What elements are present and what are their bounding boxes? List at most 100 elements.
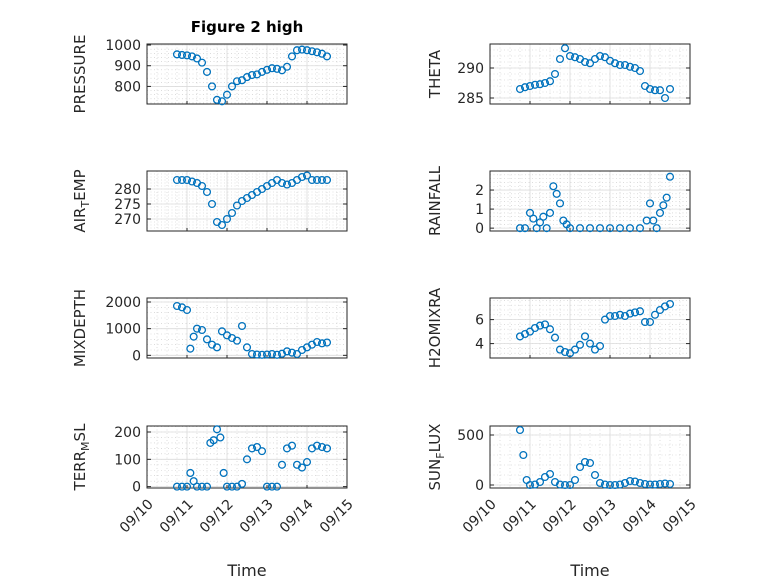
data-point: [605, 56, 615, 65]
y-tick-label: 500: [457, 428, 484, 444]
data-point: [649, 216, 658, 225]
data-point: [242, 455, 252, 464]
data-point: [262, 65, 272, 74]
data-point: [615, 60, 625, 70]
data-point: [659, 201, 668, 210]
axis-box-h2omixra: [489, 297, 691, 359]
grid-mixdepth: [146, 298, 348, 358]
data-point: [625, 476, 635, 486]
grid-terr_msl: [146, 426, 348, 488]
data-point: [625, 309, 635, 318]
data-point: [550, 69, 560, 79]
data-point: [252, 442, 262, 452]
series-mixdepth: [172, 301, 332, 359]
data-point: [595, 341, 605, 351]
data-point: [232, 77, 242, 86]
x-axis-label: Time: [226, 561, 266, 580]
y-axis-label: THETA: [426, 49, 444, 99]
panel-terr_msl: 0 100 200 09/10 09/11 09/12 09/13 09/14 09/15 TER…: [71, 423, 357, 580]
data-point: [172, 301, 182, 311]
data-point: [525, 208, 535, 217]
data-point: [219, 468, 228, 478]
data-point: [247, 349, 257, 359]
y-tick-label: 900: [114, 59, 141, 75]
data-point: [307, 47, 317, 56]
data-point: [197, 482, 207, 491]
y-tick-label: 1: [475, 202, 484, 218]
data-point: [645, 480, 655, 489]
data-point: [625, 62, 635, 71]
data-point: [540, 320, 550, 329]
data-point: [237, 321, 247, 331]
data-point: [282, 180, 292, 189]
data-point: [530, 323, 540, 333]
data-point: [282, 347, 292, 356]
data-point: [216, 433, 225, 442]
data-point: [660, 93, 670, 103]
data-point: [529, 214, 538, 223]
data-point: [197, 58, 207, 67]
data-point: [227, 482, 237, 491]
data-point: [186, 344, 195, 353]
series-terr_msl: [172, 425, 332, 491]
y-tick-label: 290: [457, 61, 484, 77]
data-point: [525, 480, 535, 490]
series-pressure: [172, 45, 332, 106]
data-point: [625, 224, 635, 233]
data-point: [519, 450, 528, 460]
data-point: [535, 321, 545, 330]
data-point: [635, 66, 645, 76]
data-point: [655, 479, 665, 489]
data-point: [650, 310, 660, 319]
data-point: [277, 349, 287, 358]
data-point: [322, 175, 332, 185]
data-point: [640, 479, 650, 489]
data-point: [227, 208, 237, 218]
data-point: [217, 97, 227, 106]
data-point: [580, 332, 590, 341]
data-point: [550, 333, 560, 342]
data-point: [610, 480, 620, 490]
data-point: [650, 480, 660, 489]
data-point: [312, 175, 322, 185]
data-point: [595, 224, 605, 233]
grid-theta: [489, 43, 691, 105]
data-point: [535, 80, 545, 89]
data-point: [202, 67, 212, 76]
data-point: [182, 305, 192, 315]
data-point: [202, 335, 212, 344]
data-point: [292, 349, 302, 359]
data-point: [322, 52, 332, 61]
data-point: [209, 436, 218, 445]
y-tick-label: 270: [114, 212, 141, 228]
x-tick-label: 09/11: [157, 496, 197, 536]
data-point: [177, 50, 187, 60]
data-point: [217, 327, 227, 336]
data-point: [287, 441, 297, 450]
data-point: [665, 172, 675, 181]
data-point: [539, 212, 548, 221]
x-tick-label: 09/13: [580, 496, 620, 536]
data-point: [540, 78, 550, 88]
y-tick-label: 275: [114, 197, 141, 213]
data-point: [212, 343, 222, 352]
data-point: [620, 60, 630, 70]
panel-pressure: 800 900 1000 PRESSURE Figure 2 high: [71, 18, 348, 113]
data-point: [247, 444, 257, 453]
data-point: [207, 199, 217, 209]
data-point: [302, 458, 312, 467]
data-point: [172, 50, 182, 59]
data-point: [552, 189, 561, 198]
data-point: [322, 444, 332, 453]
data-point: [515, 224, 525, 233]
data-point: [317, 175, 327, 185]
data-point: [575, 340, 585, 349]
x-tick-label: 09/15: [317, 496, 357, 536]
data-point: [252, 350, 262, 359]
data-point: [655, 208, 665, 217]
chart-title: Figure 2 high: [191, 18, 304, 36]
data-point: [610, 59, 620, 68]
data-point: [590, 470, 600, 480]
panel-mixdepth: 0 1000 2000 MIXDEPTH: [71, 289, 348, 367]
data-point: [242, 73, 252, 82]
